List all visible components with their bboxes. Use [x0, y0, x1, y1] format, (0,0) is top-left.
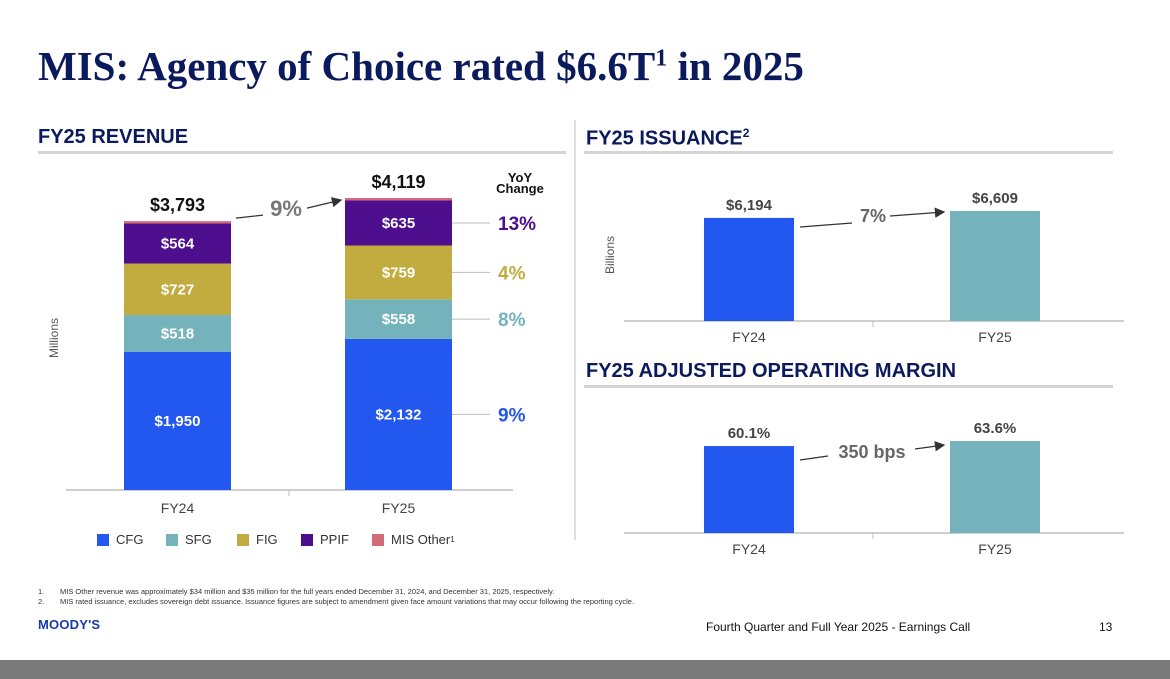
revenue-value-fy24-fig: $727 — [161, 281, 194, 298]
legend-item-sfg: SFG — [166, 532, 212, 547]
legend-swatch-mis-other — [372, 533, 384, 546]
margin-x-tick-label-fy24: FY24 — [732, 541, 766, 557]
footnotes: 1. MIS Other revenue was approximately $3… — [38, 587, 634, 607]
legend-item-fig: FIG — [237, 532, 278, 547]
footer-text: Fourth Quarter and Full Year 2025 - Earn… — [706, 620, 971, 634]
legend-swatch-sfg — [166, 533, 178, 546]
revenue-heading: FY25 REVENUE — [38, 126, 189, 148]
legend-swatch-ppif — [301, 533, 313, 546]
page-title: MIS: Agency of Choice rated $6.6T1 in 20… — [38, 43, 804, 89]
issuance-y-axis-label: Billions — [603, 236, 617, 274]
revenue-value-fy25-cfg: $2,132 — [376, 406, 422, 423]
issuance-change-label: 7% — [860, 206, 886, 226]
moodys-logo: MOODY'S — [38, 617, 101, 632]
revenue-value-fy24-cfg: $1,950 — [155, 413, 201, 430]
margin-heading-rule — [584, 385, 1113, 388]
margin-change-line — [799, 455, 829, 461]
revenue-value-fy25-sfg: $558 — [382, 311, 415, 328]
revenue-bar-fy25-cfg — [345, 338, 452, 490]
issuance-bar-fy25 — [950, 211, 1040, 321]
legend-item-ppif: PPIF — [301, 532, 349, 547]
revenue-heading-rule — [38, 151, 566, 154]
issuance-change-arrow — [889, 207, 946, 218]
revenue-bar-fy25-sfg — [345, 299, 452, 339]
margin-chart: 60.1% FY24 63.6% FY25 350 bps — [624, 420, 1124, 557]
issuance-x-tick-label-fy25: FY25 — [978, 329, 1012, 345]
slide: MIS: Agency of Choice rated $6.6T1 in 20… — [0, 0, 1170, 660]
yoy-value-sfg: 8% — [498, 310, 526, 331]
yoy-value-cfg: 9% — [498, 405, 526, 426]
revenue-growth-line — [235, 214, 264, 219]
revenue-value-fy25-ppif: $635 — [382, 215, 415, 232]
revenue-bar-fy25-mis-other — [345, 198, 452, 201]
revenue-bar-fy25-ppif — [345, 200, 452, 246]
revenue-x-tick-label-fy25: FY25 — [382, 500, 416, 516]
page-number: 13 — [1099, 620, 1113, 634]
revenue-bar-fy25-fig — [345, 245, 452, 300]
yoy-value-fig: 4% — [498, 263, 526, 284]
issuance-change-line — [799, 222, 853, 228]
revenue-total-fy24: $3,793 — [150, 195, 205, 215]
margin-change-label: 350 bps — [838, 442, 905, 462]
yoy-header-line2: Change — [496, 181, 544, 196]
issuance-value-fy25: $6,609 — [972, 190, 1018, 207]
margin-value-fy24: 60.1% — [728, 425, 771, 442]
yoy-header-line1: YoY — [508, 170, 533, 185]
margin-value-fy25: 63.6% — [974, 420, 1017, 437]
issuance-bar-fy24 — [704, 217, 794, 321]
revenue-x-tick-label-fy24: FY24 — [161, 500, 195, 516]
revenue-bar-fy24-sfg — [124, 315, 231, 352]
revenue-growth-label: 9% — [270, 196, 302, 221]
revenue-bar-fy24-ppif — [124, 223, 231, 264]
revenue-value-fy25-fig: $759 — [382, 264, 415, 281]
margin-x-tick-label-fy25: FY25 — [978, 541, 1012, 557]
issuance-heading-rule — [584, 151, 1113, 154]
revenue-value-fy24-ppif: $564 — [161, 236, 195, 253]
section-divider — [574, 120, 576, 540]
revenue-bar-fy24-cfg — [124, 351, 231, 490]
legend-item-cfg: CFG — [97, 532, 143, 547]
revenue-total-fy25: $4,119 — [371, 172, 425, 192]
margin-bar-fy25 — [950, 441, 1040, 533]
revenue-bar-fy24-mis-other — [124, 221, 231, 224]
issuance-chart: Billions $6,194 FY24 $6,609 FY25 7% — [603, 190, 1124, 345]
legend-item-mis-other: MIS Other 1 — [372, 532, 455, 547]
issuance-value-fy24: $6,194 — [726, 197, 773, 214]
revenue-bar-fy24-fig — [124, 263, 231, 316]
revenue-chart: Millions $1,950 $518 $727 $564 $3,793 FY24 $2,1… — [47, 170, 544, 516]
margin-bar-fy24 — [704, 446, 794, 533]
revenue-y-axis-label: Millions — [47, 318, 61, 358]
legend-swatch-fig — [237, 533, 249, 546]
legend-swatch-cfg — [97, 533, 109, 546]
yoy-value-ppif: 13% — [498, 214, 536, 235]
issuance-heading: FY25 ISSUANCE2 — [586, 126, 750, 150]
margin-change-arrow — [914, 441, 946, 452]
footnote-2: 2. MIS rated issuance, excludes sovereign… — [38, 597, 635, 606]
revenue-growth-arrow — [306, 197, 343, 209]
footnote-1: 1. MIS Other revenue was approximately $3… — [38, 587, 555, 596]
issuance-x-tick-label-fy24: FY24 — [732, 329, 766, 345]
revenue-value-fy24-sfg: $518 — [161, 325, 194, 342]
margin-heading: FY25 ADJUSTED OPERATING MARGIN — [586, 360, 957, 382]
